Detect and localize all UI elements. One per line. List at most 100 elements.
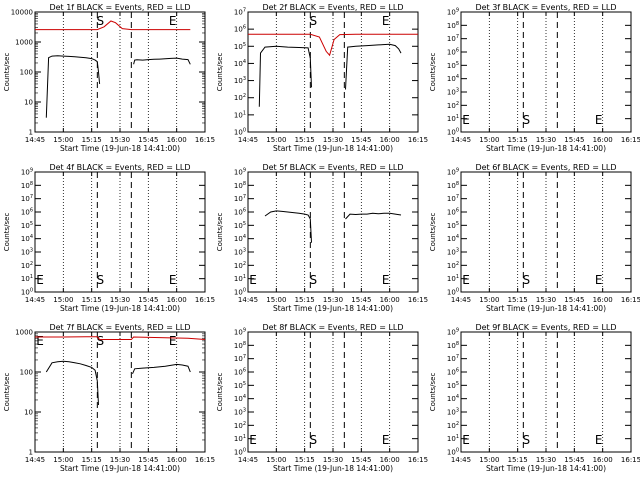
start-marker: S: [310, 433, 318, 447]
y-tick-label: 102: [234, 93, 246, 102]
x-tick-label: 15:00: [53, 136, 73, 144]
chart-panel-1: Det 1f BLACK = Events, RED = LLD 14:45 15:…: [3, 3, 215, 153]
y-tick-label: 106: [234, 208, 246, 217]
x-tick-label: 15:45: [138, 296, 158, 304]
end-marker: E: [595, 433, 603, 447]
y-axis-label: Counts/sec: [216, 373, 224, 412]
y-tick-label: 106: [234, 25, 246, 34]
start-marker: S: [310, 14, 318, 28]
end-marker-left: E: [36, 273, 44, 287]
x-tick-label: 16:15: [621, 136, 640, 144]
y-tick-label: 107: [447, 34, 459, 43]
x-tick-label: 15:30: [536, 136, 556, 144]
x-tick-label: 15:00: [479, 136, 499, 144]
start-marker: S: [97, 334, 105, 348]
start-marker: S: [310, 273, 318, 287]
series-line-events: [264, 210, 402, 243]
x-tick-label: 16:15: [195, 456, 215, 464]
y-tick-label: 103: [234, 408, 246, 417]
y-tick-label: 101: [234, 434, 246, 443]
end-marker: E: [595, 273, 603, 287]
y-axis-label: Counts/sec: [429, 373, 437, 412]
chart-panel-2: Det 2f BLACK = Events, RED = LLD 14:45 15:…: [216, 3, 428, 153]
series-line-lld: [248, 33, 418, 57]
y-tick-label: 104: [234, 394, 246, 403]
y-tick-label: 100: [20, 69, 33, 77]
y-tick-label: 105: [447, 221, 459, 230]
y-tick-label: 107: [21, 194, 33, 203]
y-tick-label: 1000: [15, 39, 33, 47]
y-axis-label: Counts/sec: [429, 213, 437, 252]
x-tick-label: 15:15: [82, 136, 102, 144]
y-tick-label: 108: [234, 181, 246, 190]
y-tick-label: 109: [234, 328, 246, 337]
x-tick-label: 15:30: [536, 296, 556, 304]
y-tick-label: 102: [447, 421, 459, 430]
end-marker: E: [169, 14, 177, 28]
x-tick-label: 16:00: [167, 136, 187, 144]
x-tick-label: 16:00: [593, 456, 613, 464]
x-tick-label: 16:15: [408, 296, 428, 304]
end-marker-left: E: [249, 433, 257, 447]
y-tick-label: 100: [234, 128, 246, 137]
x-tick-label: 16:00: [593, 136, 613, 144]
x-tick-label: 15:30: [110, 456, 130, 464]
y-tick-label: 107: [447, 354, 459, 363]
y-tick-label: 103: [447, 248, 459, 257]
chart-title: Det 5f BLACK = Events, RED = LLD: [262, 163, 403, 172]
y-tick-label: 106: [234, 368, 246, 377]
y-tick-label: 108: [21, 181, 33, 190]
end-marker-left: E: [462, 113, 470, 127]
y-tick-label: 109: [447, 168, 459, 177]
x-axis-label: Start Time (19-Jun-18 14:41:00): [486, 464, 606, 473]
x-tick-label: 14:45: [451, 136, 471, 144]
x-tick-label: 16:15: [408, 136, 428, 144]
y-tick-label: 1: [29, 129, 33, 137]
x-axis-label: Start Time (19-Jun-18 14:41:00): [60, 464, 180, 473]
x-tick-label: 15:00: [479, 296, 499, 304]
y-tick-label: 100: [447, 128, 459, 137]
x-tick-label: 15:00: [266, 296, 286, 304]
chart-panel-9: Det 9f BLACK = Events, RED = LLD 14:45 15:…: [429, 323, 640, 473]
y-tick-label: 103: [234, 248, 246, 257]
y-tick-label: 104: [234, 234, 246, 243]
x-axis-label: Start Time (19-Jun-18 14:41:00): [273, 464, 393, 473]
start-marker: S: [97, 273, 105, 287]
x-tick-label: 15:15: [508, 136, 528, 144]
y-tick-label: 109: [447, 328, 459, 337]
chart-panel-4: Det 4f BLACK = Events, RED = LLD 14:45 15:…: [3, 163, 215, 313]
end-marker: E: [382, 273, 390, 287]
series-line-events: [45, 55, 191, 118]
x-tick-label: 15:30: [110, 296, 130, 304]
x-tick-label: 16:15: [195, 136, 215, 144]
x-axis-label: Start Time (19-Jun-18 14:41:00): [273, 304, 393, 313]
series-line-events: [45, 360, 191, 406]
y-tick-label: 100: [234, 288, 246, 297]
y-tick-label: 107: [234, 194, 246, 203]
y-tick-label: 107: [447, 194, 459, 203]
x-tick-label: 15:45: [564, 136, 584, 144]
x-tick-label: 15:00: [266, 136, 286, 144]
y-tick-label: 104: [447, 394, 459, 403]
y-tick-label: 103: [447, 408, 459, 417]
y-tick-label: 108: [234, 341, 246, 350]
series-line-lld: [35, 20, 191, 31]
x-tick-label: 16:15: [408, 456, 428, 464]
y-tick-label: 109: [21, 168, 33, 177]
y-tick-label: 101: [21, 274, 33, 283]
chart-title: Det 1f BLACK = Events, RED = LLD: [49, 3, 190, 12]
chart-panel-5: Det 5f BLACK = Events, RED = LLD 14:45 15:…: [216, 163, 428, 313]
y-tick-label: 10000: [11, 9, 33, 17]
y-tick-label: 100: [21, 288, 33, 297]
y-tick-label: 101: [234, 110, 246, 119]
y-tick-label: 108: [447, 341, 459, 350]
y-tick-label: 108: [447, 21, 459, 30]
start-marker: S: [523, 113, 531, 127]
chart-title: Det 2f BLACK = Events, RED = LLD: [262, 3, 403, 12]
x-axis-label: Start Time (19-Jun-18 14:41:00): [486, 304, 606, 313]
x-tick-label: 14:45: [451, 296, 471, 304]
y-tick-label: 10: [24, 409, 33, 417]
x-tick-label: 15:15: [295, 296, 315, 304]
end-marker-left: E: [462, 433, 470, 447]
y-axis-label: Counts/sec: [3, 53, 11, 92]
